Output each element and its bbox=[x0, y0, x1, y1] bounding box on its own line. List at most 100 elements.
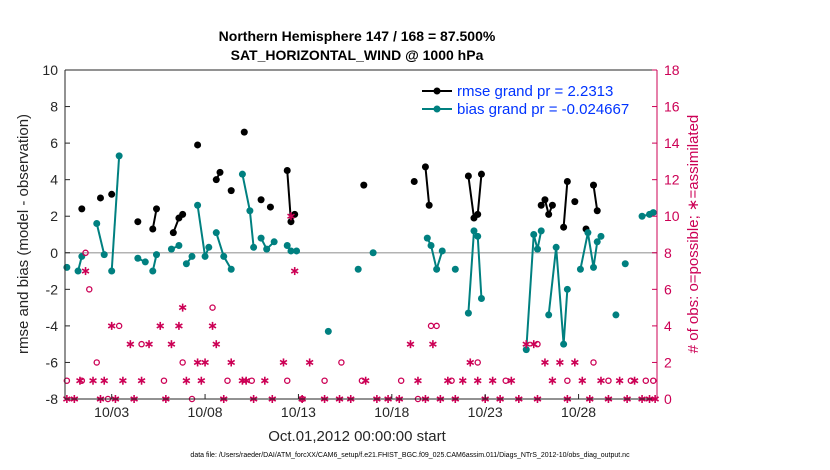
bias-point bbox=[182, 260, 190, 268]
legend-rmse-marker bbox=[433, 87, 441, 95]
bias-point bbox=[188, 252, 196, 260]
obs-possible-marker bbox=[338, 359, 345, 366]
y-right-tick-label: 12 bbox=[664, 172, 680, 188]
x-tick-label: 10/18 bbox=[374, 404, 409, 420]
obs-assimilated-marker bbox=[429, 340, 437, 349]
bias-point bbox=[354, 265, 362, 273]
rmse-point bbox=[425, 201, 433, 209]
rmse-point bbox=[169, 229, 177, 237]
rmse-point bbox=[421, 163, 429, 171]
obs-possible-marker bbox=[650, 377, 657, 384]
y-right-tick-label: 10 bbox=[664, 208, 680, 224]
y-tick-label: 2 bbox=[50, 208, 58, 224]
obs-assimilated-marker bbox=[126, 340, 135, 349]
rmse-point bbox=[240, 128, 248, 136]
rmse-point bbox=[134, 218, 142, 226]
obs-assimilated-marker bbox=[81, 267, 90, 276]
bias-point bbox=[563, 285, 571, 293]
obs-possible-marker bbox=[82, 249, 89, 257]
obs-assimilated-marker bbox=[305, 358, 314, 367]
obs-possible-marker bbox=[160, 377, 168, 384]
obs-assimilated-marker bbox=[597, 376, 605, 385]
obs-possible-marker bbox=[224, 377, 231, 384]
obs-possible-marker bbox=[86, 286, 93, 293]
y-tick-label: -2 bbox=[46, 281, 59, 297]
obs-assimilated-marker bbox=[137, 376, 146, 385]
rmse-point bbox=[287, 218, 295, 226]
bias-point bbox=[423, 234, 431, 242]
bias-point bbox=[293, 247, 301, 255]
bias-point bbox=[584, 229, 592, 237]
obs-possible-marker bbox=[642, 377, 650, 384]
y-tick-label: 4 bbox=[50, 172, 58, 188]
bias-point bbox=[590, 263, 598, 271]
bias-point bbox=[560, 340, 568, 348]
rmse-point bbox=[266, 203, 274, 211]
y-axis-right-label: # of obs: o=possible; ∗=assimilated bbox=[685, 115, 702, 354]
obs-assimilated-marker bbox=[212, 340, 221, 349]
legend: rmse grand pr = 2.2313 bias grand pr = -… bbox=[418, 80, 650, 120]
rmse-point bbox=[283, 167, 291, 175]
left-axis-ticks: -8 -6 -4 -2 0 2 4 6 8 10 bbox=[42, 62, 70, 407]
y-tick-label: 0 bbox=[50, 245, 58, 261]
bias-point bbox=[433, 265, 441, 273]
bias-point bbox=[612, 311, 620, 319]
rmse-point bbox=[541, 196, 549, 204]
obs-assimilated-marker bbox=[167, 340, 176, 349]
obs-possible-marker bbox=[283, 377, 291, 384]
obs-assimilated-marker bbox=[522, 340, 531, 349]
bias-point bbox=[115, 152, 123, 160]
bias-point bbox=[287, 247, 295, 255]
obs-assimilated-marker bbox=[182, 376, 191, 385]
obs-assimilated-marker bbox=[193, 358, 202, 367]
obs-assimilated-marker bbox=[287, 212, 295, 221]
obs-possible-marker bbox=[115, 322, 123, 330]
obs-assimilated-marker bbox=[76, 376, 84, 385]
obs-assimilated-marker bbox=[197, 376, 206, 385]
legend-box bbox=[418, 80, 650, 120]
rmse-point bbox=[545, 210, 553, 218]
bias-point bbox=[63, 263, 71, 271]
obs-assimilated-marker bbox=[414, 376, 422, 385]
bias-point bbox=[134, 254, 142, 262]
obs-assimilated-marker bbox=[406, 340, 415, 349]
y-right-tick-label: 6 bbox=[664, 281, 672, 297]
x-tick-label: 10/08 bbox=[188, 404, 223, 420]
rmse-point bbox=[360, 181, 368, 189]
rmse-point bbox=[194, 141, 202, 149]
bias-point bbox=[167, 245, 175, 253]
obs-possible-marker bbox=[564, 377, 571, 384]
y-right-tick-label: 0 bbox=[664, 391, 672, 407]
rmse-point bbox=[593, 207, 601, 215]
y-axis-label: rmse and bias (model - observation) bbox=[15, 114, 32, 354]
rmse-point bbox=[474, 210, 482, 218]
rmse-line bbox=[592, 185, 599, 211]
obs-possible-marker bbox=[63, 377, 71, 384]
x-tick-label: 10/03 bbox=[94, 404, 129, 420]
obs-assimilated-marker bbox=[208, 321, 217, 330]
rmse-line bbox=[424, 166, 431, 206]
obs-assimilated-marker bbox=[570, 358, 579, 367]
y-right-tick-label: 16 bbox=[664, 99, 680, 115]
x-axis-label: Oct.01,2012 00:00:00 start bbox=[268, 428, 446, 445]
obs-possible-marker bbox=[502, 377, 509, 384]
obs-possible-marker bbox=[321, 377, 328, 384]
rmse-point bbox=[179, 210, 187, 218]
bias-point bbox=[93, 220, 101, 228]
bias-point bbox=[597, 232, 605, 240]
obs-possible-marker bbox=[179, 359, 186, 366]
y-right-tick-label: 8 bbox=[664, 245, 672, 261]
y-tick-label: 8 bbox=[50, 99, 58, 115]
bias-point bbox=[470, 227, 478, 235]
bias-point bbox=[227, 265, 235, 273]
obs-assimilated-marker bbox=[145, 340, 153, 349]
bias-point bbox=[552, 243, 560, 251]
bias-point bbox=[78, 252, 86, 260]
bias-point bbox=[212, 229, 220, 237]
y-tick-label: -6 bbox=[46, 354, 59, 370]
rmse-point bbox=[590, 181, 598, 189]
rmse-point bbox=[464, 172, 472, 180]
obs-assimilated-marker bbox=[89, 376, 97, 385]
obs-assimilated-marker bbox=[541, 358, 549, 367]
rmse-point bbox=[563, 177, 571, 185]
